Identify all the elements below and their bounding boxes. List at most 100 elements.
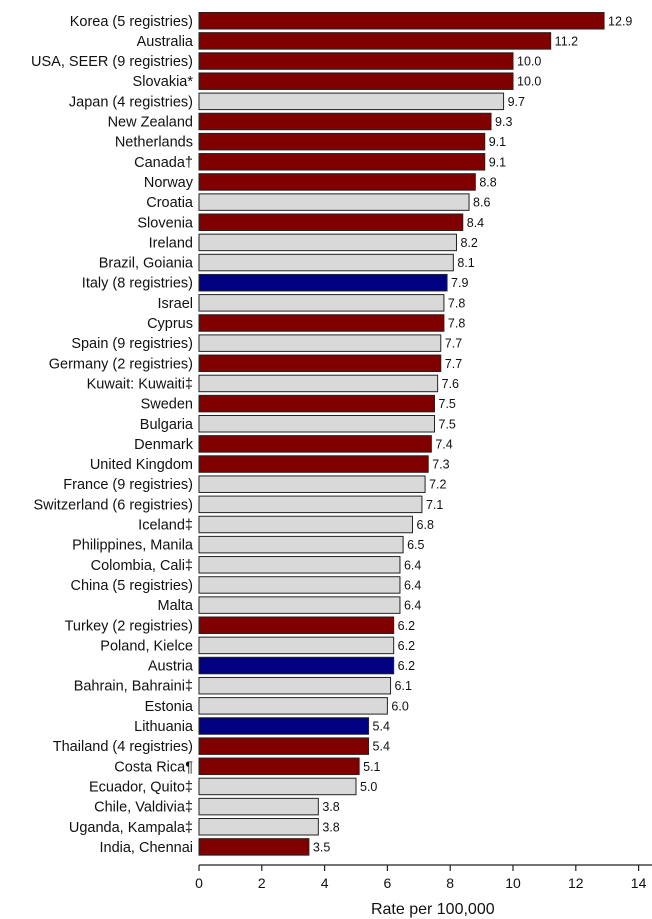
category-label: Netherlands xyxy=(115,135,193,151)
bar xyxy=(198,374,439,393)
value-label: 7.2 xyxy=(429,478,446,492)
category-label: Switzerland (6 registries) xyxy=(33,497,193,513)
value-label: 3.8 xyxy=(322,800,339,814)
x-axis-title: Rate per 100,000 xyxy=(371,901,495,918)
value-label: 3.5 xyxy=(313,840,330,854)
bar xyxy=(198,32,552,50)
bar xyxy=(198,112,492,131)
bar xyxy=(198,52,514,70)
bar xyxy=(198,213,464,231)
category-label: Brazil, Goiania xyxy=(99,256,194,272)
value-label: 11.2 xyxy=(555,34,578,48)
category-label: Costa Rica¶ xyxy=(114,759,193,775)
bar xyxy=(198,797,319,816)
category-label: China (5 registries) xyxy=(71,578,194,594)
bar xyxy=(198,737,370,755)
category-label: Lithuania xyxy=(134,719,194,735)
category-label: Colombia, Cali‡ xyxy=(91,558,193,574)
bar xyxy=(198,173,476,191)
bar xyxy=(198,636,395,655)
value-label: 9.1 xyxy=(489,155,506,169)
category-label: Turkey (2 registries) xyxy=(65,618,193,634)
x-tick-label: 12 xyxy=(568,875,584,891)
x-axis: 0 2 4 6 8 10 12 14 xyxy=(195,864,652,891)
category-labels-layer: Korea (5 registries) Australia USA, SEER (… xyxy=(31,14,194,856)
category-label: Uganda, Kampala‡ xyxy=(69,820,193,836)
bar xyxy=(198,455,429,473)
bar xyxy=(198,556,401,574)
value-label: 7.5 xyxy=(439,417,456,431)
category-label: Ireland xyxy=(149,235,193,251)
bar xyxy=(198,576,401,594)
value-label: 7.9 xyxy=(451,276,468,290)
value-label: 6.8 xyxy=(417,518,434,532)
value-label: 10.0 xyxy=(517,55,541,69)
bar xyxy=(198,334,442,352)
value-label: 10.0 xyxy=(517,75,541,89)
value-label: 6.2 xyxy=(398,639,415,653)
x-tick-label: 0 xyxy=(195,875,203,891)
category-label: New Zealand xyxy=(108,115,193,131)
x-tick-label: 2 xyxy=(258,875,266,891)
bar xyxy=(198,515,414,534)
x-tick-label: 6 xyxy=(384,875,392,891)
bar xyxy=(198,273,448,292)
value-label: 12.9 xyxy=(608,14,632,28)
bar xyxy=(198,72,514,90)
category-label: Austria xyxy=(148,659,194,675)
value-label: 7.7 xyxy=(445,337,462,351)
category-label: Chile, Valdivia‡ xyxy=(94,800,193,816)
value-label: 8.1 xyxy=(457,256,474,270)
value-label: 8.6 xyxy=(473,196,490,210)
bar xyxy=(198,354,442,373)
value-label: 6.4 xyxy=(404,578,421,592)
bar xyxy=(198,294,445,312)
value-labels-layer: 12.9 11.2 10.0 10.0 9.7 9.3 9.1 9.1 8.8 8.6 8.4 8.2… xyxy=(313,14,633,854)
value-label: 9.1 xyxy=(489,135,506,149)
category-label: Italy (8 registries) xyxy=(82,276,193,292)
category-label: Spain (9 registries) xyxy=(71,336,193,352)
category-label: Norway xyxy=(144,175,194,191)
bar xyxy=(198,596,401,614)
category-label: USA, SEER (9 registries) xyxy=(31,54,193,70)
value-label: 9.7 xyxy=(508,95,525,109)
bar xyxy=(198,435,432,453)
bars-layer xyxy=(198,12,605,856)
x-tick-label: 8 xyxy=(446,875,454,891)
bar xyxy=(198,535,404,554)
value-label: 7.8 xyxy=(448,296,465,310)
value-label: 7.7 xyxy=(445,357,462,371)
bar xyxy=(198,757,360,776)
bar xyxy=(198,153,486,171)
category-label: United Kingdom xyxy=(90,457,193,473)
value-label: 7.4 xyxy=(435,437,452,451)
category-label: Thailand (4 registries) xyxy=(53,739,193,755)
category-label: Slovakia* xyxy=(133,74,194,90)
bar xyxy=(198,616,395,634)
value-label: 8.4 xyxy=(467,216,484,230)
category-label: Bahrain, Bahraini‡ xyxy=(74,679,193,695)
category-label: India, Chennai xyxy=(99,840,193,856)
bar xyxy=(198,495,423,514)
category-label: Cyprus xyxy=(147,316,193,332)
value-label: 7.3 xyxy=(432,458,449,472)
category-label: Israel xyxy=(158,296,193,312)
bar xyxy=(198,777,357,796)
category-label: Slovenia xyxy=(137,215,194,231)
value-label: 6.4 xyxy=(404,558,421,572)
bar xyxy=(198,697,388,715)
category-label: Iceland‡ xyxy=(138,518,193,534)
value-label: 6.2 xyxy=(398,619,415,633)
bar xyxy=(198,717,370,735)
value-label: 5.0 xyxy=(360,780,377,794)
bar xyxy=(198,676,392,695)
category-label: Kuwait: Kuwaiti‡ xyxy=(87,376,193,392)
bar xyxy=(198,12,605,30)
value-label: 3.8 xyxy=(322,820,339,834)
category-label: Croatia xyxy=(146,195,194,211)
bar xyxy=(198,253,454,272)
value-label: 6.5 xyxy=(407,538,424,552)
value-label: 6.0 xyxy=(391,699,408,713)
value-label: 7.6 xyxy=(442,377,459,391)
